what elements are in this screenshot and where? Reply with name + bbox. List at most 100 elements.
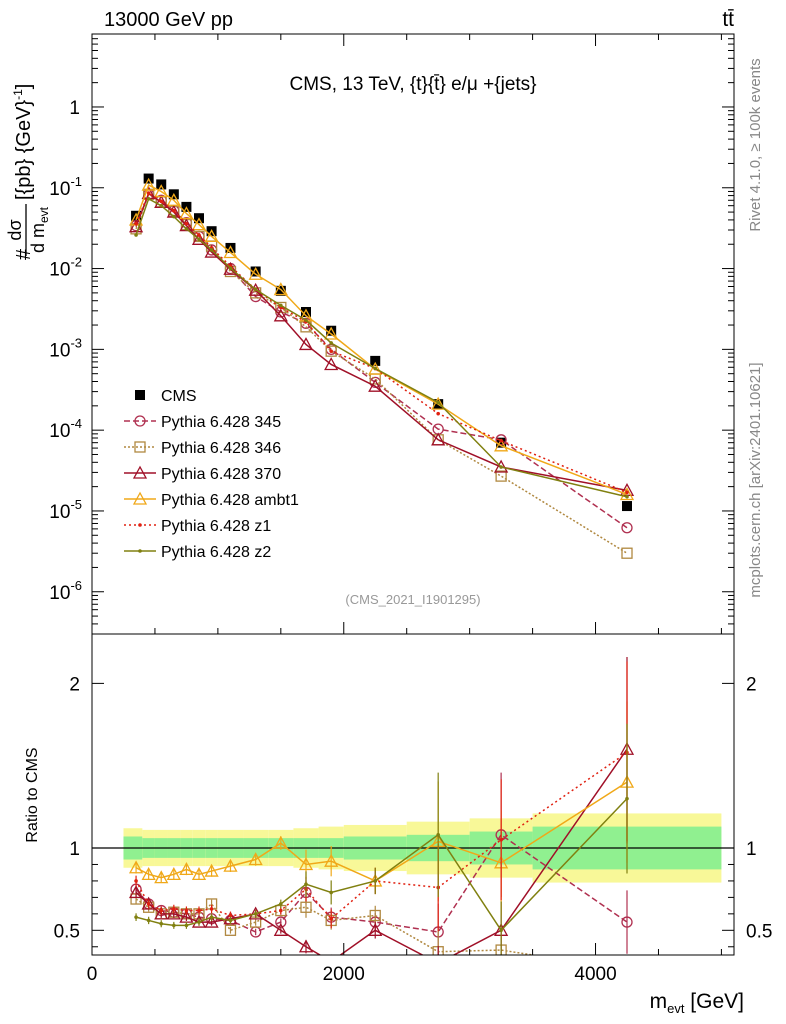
- header-left: 13000 GeV pp: [104, 9, 233, 31]
- ratio-point-z1: [146, 902, 151, 906]
- main-point-z1: [184, 221, 189, 226]
- main-axes: 10-6 10-5 10-4 10-3 10-2 10-1 1: [49, 33, 735, 635]
- main-point-z1: [436, 411, 440, 416]
- legend-item-p345: Pythia 6.428 345: [124, 414, 281, 431]
- main-point-p370: [223, 261, 238, 275]
- ratio-point-p370: [273, 922, 288, 936]
- main-point-z1: [134, 221, 138, 226]
- main-point-p345: [621, 522, 633, 534]
- main-line-z1: [135, 191, 628, 494]
- main-point-z2: [184, 227, 189, 231]
- main-point-ambt1: [324, 326, 339, 340]
- ratio-ytick-label-left: 1: [69, 839, 80, 860]
- main-ytick-label: 10-6: [49, 578, 82, 604]
- ratio-line-z2: [135, 798, 628, 932]
- ratio-point-z2: [253, 912, 258, 916]
- main-ytick-label: 10-2: [49, 255, 82, 281]
- main-ytick-label: 10-4: [49, 416, 82, 442]
- main-series-group: [128, 173, 635, 559]
- ratio-point-z2: [228, 918, 233, 923]
- main-point-p370: [368, 378, 383, 392]
- main-point-p346: [193, 230, 205, 243]
- ratio-point-ambt1: [166, 866, 181, 880]
- legend-label-z1: Pythia 6.428 z1: [161, 518, 271, 535]
- ratio-series-z2: [134, 723, 629, 955]
- legend-marker-z2: [138, 549, 142, 553]
- main-point-p345: [495, 434, 507, 446]
- main-series-z2: [134, 197, 629, 499]
- ratio-point-z1: [329, 916, 333, 921]
- ratio-point-z2: [329, 890, 333, 895]
- ratio-ytick-label-left: 0.5: [54, 921, 80, 942]
- main-point-ambt1: [154, 184, 169, 198]
- main-line-z2: [135, 197, 628, 498]
- main-point-z2: [209, 248, 214, 252]
- ratio-point-z2: [625, 796, 629, 801]
- ratio-ytick-label-right: 0.5: [746, 921, 772, 942]
- main-point-z1: [159, 199, 164, 204]
- ratio-point-z2: [184, 923, 189, 928]
- legend-item-p346: Pythia 6.428 346: [124, 440, 281, 457]
- main-point-cms: [225, 242, 236, 253]
- main-point-z1: [197, 233, 201, 237]
- ratio-xtick-label: 0: [87, 964, 98, 985]
- ratio-xtick-label: 4000: [574, 964, 616, 985]
- ratio-point-z1: [228, 913, 233, 918]
- ratio-point-p346: [369, 909, 381, 922]
- main-ylabel-hash: #: [13, 248, 35, 260]
- ratio-point-p370: [204, 914, 219, 928]
- ratio-point-ambt1: [128, 860, 144, 874]
- ratio-point-p370: [432, 957, 444, 968]
- main-point-p346: [621, 547, 633, 559]
- ratio-point-z1: [197, 908, 201, 913]
- main-point-z2: [134, 233, 138, 237]
- main-point-z2: [373, 366, 378, 371]
- main-series-ambt1: [128, 177, 635, 501]
- main-point-z1: [172, 208, 176, 213]
- legend-marker-ambt1: [132, 491, 148, 505]
- ratio-ylabel: Ratio to CMS: [24, 747, 41, 842]
- main-point-p370: [191, 231, 207, 245]
- main-point-z2: [172, 214, 176, 219]
- ratio-point-z1: [159, 908, 164, 913]
- ratio-point-p346: [224, 924, 237, 936]
- ratio-ytick-label-left: 2: [69, 674, 80, 695]
- legend-marker-p345: [134, 415, 146, 427]
- ratio-point-z1: [184, 908, 189, 913]
- main-ylabel-dsigma: dσ: [5, 219, 25, 240]
- ratio-series-ambt1: [128, 701, 635, 916]
- ratio-point-ambt1: [191, 866, 207, 880]
- legend-marker-p370: [132, 465, 148, 479]
- ratio-point-z2: [279, 902, 283, 906]
- ratio-xtick-label: 2000: [323, 964, 365, 985]
- legend-marker-p346: [134, 441, 146, 453]
- main-ylabel-unit: [{pb} {GeV}-1]: [11, 84, 35, 200]
- main-series-cms: [131, 173, 632, 512]
- ratio-point-p345: [621, 916, 633, 928]
- ratio-point-ambt1: [248, 852, 263, 866]
- ratio-point-ambt1: [179, 862, 194, 876]
- main-point-ambt1: [431, 396, 446, 410]
- ratio-point-z2: [197, 920, 201, 924]
- ratio-point-z1: [134, 879, 138, 883]
- ratio-line-ambt1: [135, 781, 628, 882]
- ratio-point-z2: [159, 921, 164, 926]
- main-point-p370: [494, 459, 509, 473]
- ratio-uncertainty-band: [92, 813, 734, 883]
- main-point-z2: [146, 197, 151, 201]
- main-point-cms: [275, 285, 286, 296]
- main-point-z1: [499, 438, 503, 443]
- ratio-point-p370: [141, 896, 156, 910]
- ratio-point-ambt1: [204, 863, 219, 877]
- ratio-point-z1: [499, 837, 503, 842]
- ratio-point-p346: [300, 901, 312, 913]
- legend-label-cms: CMS: [161, 388, 197, 405]
- main-point-p370: [298, 337, 314, 351]
- main-point-ambt1: [248, 266, 263, 280]
- main-point-z2: [253, 287, 258, 292]
- ratio-axes: 0.5 0.5 1 1 2 2 0 2000 4000: [54, 633, 772, 985]
- ratio-point-ambt1: [324, 853, 339, 867]
- legend-marker-z1: [138, 523, 142, 527]
- legend-label-p370: Pythia 6.428 370: [161, 466, 281, 483]
